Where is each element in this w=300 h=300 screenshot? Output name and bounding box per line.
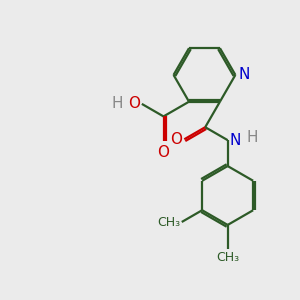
Text: O: O	[170, 132, 182, 147]
Text: N: N	[229, 133, 241, 148]
Text: O: O	[158, 145, 169, 160]
Text: N: N	[239, 68, 250, 82]
Text: H: H	[111, 96, 123, 111]
Text: CH₃: CH₃	[157, 215, 180, 229]
Text: H: H	[247, 130, 258, 145]
Text: O: O	[128, 96, 140, 111]
Text: CH₃: CH₃	[216, 251, 239, 264]
